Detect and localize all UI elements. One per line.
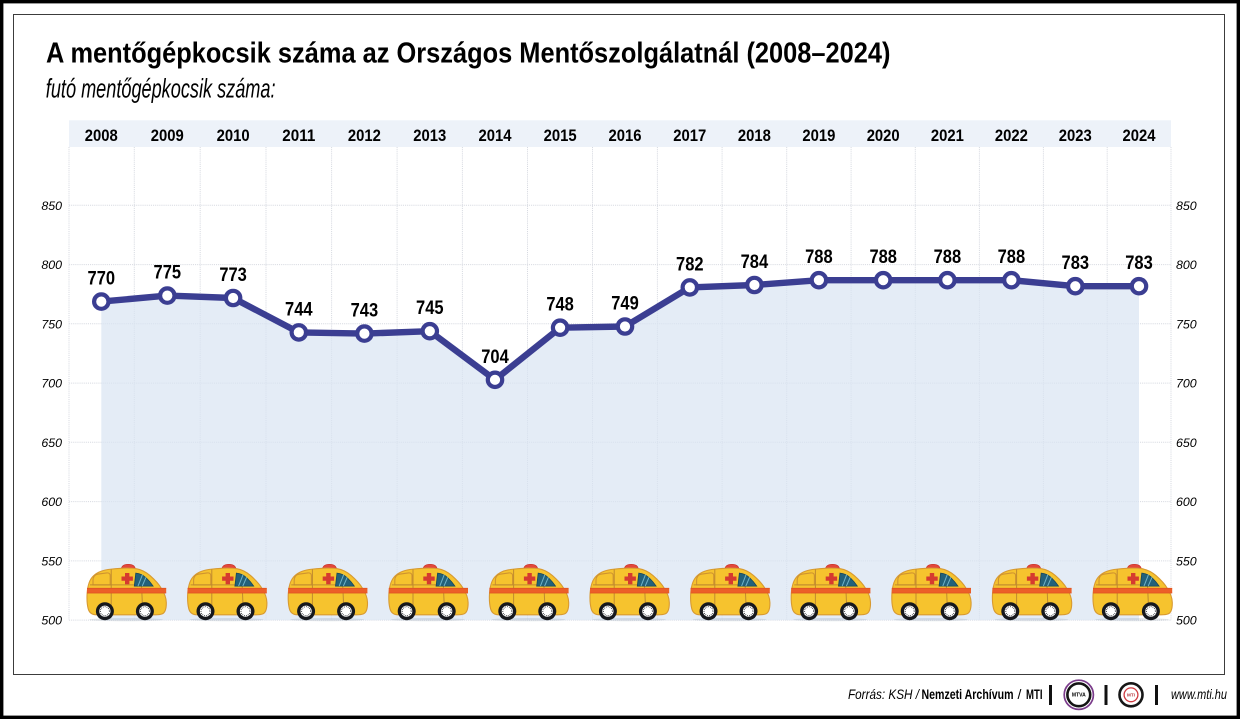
svg-text:550: 550 [1176,555,1197,569]
svg-text:788: 788 [869,247,897,268]
svg-text:MTVA: MTVA [1072,693,1086,699]
svg-text:2021: 2021 [931,127,964,145]
svg-text:788: 788 [934,247,962,268]
svg-text:2012: 2012 [348,127,381,145]
svg-text:2024: 2024 [1123,127,1157,145]
svg-text:650: 650 [1176,436,1197,450]
svg-text:749: 749 [611,294,639,315]
svg-text:850: 850 [1176,199,1197,213]
svg-text:2017: 2017 [673,127,706,145]
svg-text:MTI: MTI [1127,693,1135,698]
svg-text:770: 770 [88,269,116,290]
svg-text:784: 784 [741,252,769,273]
svg-text:744: 744 [285,299,313,320]
svg-text:2016: 2016 [609,127,642,145]
svg-text:Forrás: KSH /: Forrás: KSH / [848,686,921,702]
svg-text:futó mentőgépkocsik száma:: futó mentőgépkocsik száma: [46,74,276,104]
svg-text:2020: 2020 [867,127,900,145]
svg-text:783: 783 [1062,253,1090,274]
svg-text:2008: 2008 [85,127,118,145]
svg-text:800: 800 [41,258,62,272]
svg-text:/: / [1018,686,1022,702]
svg-text:2019: 2019 [802,127,835,145]
svg-text:2011: 2011 [282,127,315,145]
svg-text:743: 743 [351,301,379,322]
svg-text:2014: 2014 [479,127,513,145]
svg-text:2009: 2009 [151,127,184,145]
svg-text:782: 782 [676,254,704,275]
svg-text:600: 600 [1176,495,1197,509]
svg-text:775: 775 [154,263,182,284]
svg-text:MTI: MTI [1026,686,1043,702]
svg-text:www.mti.hu: www.mti.hu [1171,686,1227,702]
svg-text:600: 600 [41,495,62,509]
svg-text:704: 704 [481,347,509,368]
svg-text:748: 748 [546,295,574,316]
svg-text:773: 773 [219,265,247,286]
svg-text:788: 788 [805,247,833,268]
svg-text:550: 550 [41,555,62,569]
svg-text:850: 850 [41,199,62,213]
svg-text:A mentőgépkocsik száma az Orsz: A mentőgépkocsik száma az Országos Mentő… [46,37,891,69]
svg-text:500: 500 [41,614,62,628]
svg-text:2023: 2023 [1059,127,1092,145]
svg-text:788: 788 [998,247,1026,268]
svg-text:2022: 2022 [995,127,1028,145]
svg-text:650: 650 [41,436,62,450]
svg-text:783: 783 [1125,253,1153,274]
svg-text:700: 700 [41,377,62,391]
svg-text:2018: 2018 [738,127,771,145]
svg-text:2015: 2015 [544,127,577,145]
svg-text:Nemzeti Archívum: Nemzeti Archívum [922,686,1014,702]
svg-text:700: 700 [1176,377,1197,391]
svg-text:750: 750 [1176,317,1197,331]
svg-text:500: 500 [1176,614,1197,628]
svg-text:745: 745 [416,298,444,319]
svg-text:750: 750 [41,317,62,331]
svg-text:2010: 2010 [217,127,250,145]
svg-text:800: 800 [1176,258,1197,272]
svg-text:2013: 2013 [413,127,446,145]
